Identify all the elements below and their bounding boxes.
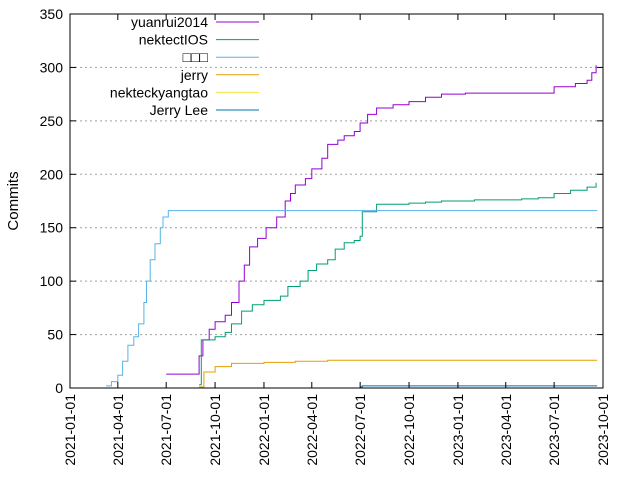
x-tick-label: 2023-04-01 (498, 394, 514, 466)
legend-label: □□□ (183, 49, 209, 65)
series-line-yuanrui2014 (166, 65, 597, 375)
y-tick-label: 100 (40, 273, 64, 289)
x-tick-label: 2023-01-01 (450, 394, 466, 466)
x-tick-label: 2021-04-01 (110, 394, 126, 466)
legend: yuanrui2014 nektectIOS□□□ jerrynekteckyang… (110, 14, 259, 118)
legend-label: jerry (180, 67, 208, 83)
y-tick-label: 0 (55, 380, 63, 396)
legend-label: yuanrui2014 (131, 14, 208, 30)
x-tick-label: 2023-10-01 (595, 394, 611, 466)
x-tick-label: 2021-10-01 (207, 394, 223, 466)
series-line-nektectios (199, 182, 597, 386)
axis-ticks: 0 50 100 150 200 250 300 350 2021-01-01 2021-04-0… (40, 6, 611, 466)
grid-lines (70, 66, 603, 336)
y-tick-label: 50 (47, 327, 63, 343)
x-tick-label: 2021-07-01 (158, 394, 174, 466)
y-tick-label: 350 (40, 6, 64, 22)
x-tick-label: 2023-07-01 (546, 394, 562, 466)
y-tick-label: 150 (40, 220, 64, 236)
x-tick-label: 2022-04-01 (304, 394, 320, 466)
series-line-jerry (199, 359, 598, 388)
y-tick-label: 300 (40, 59, 64, 75)
x-tick-label: 2022-10-01 (401, 394, 417, 466)
series-line-unnamed (106, 210, 598, 387)
legend-label: nekteckyangtao (110, 84, 208, 100)
x-tick-label: 2021-01-01 (62, 394, 78, 466)
y-tick-label: 200 (40, 166, 64, 182)
plot-frame (69, 13, 604, 389)
y-tick-label: 250 (40, 113, 64, 129)
legend-label: Jerry Lee (150, 102, 209, 118)
x-tick-label: 2022-07-01 (352, 394, 368, 466)
y-axis-label: Commits (5, 171, 22, 230)
legend-label: nektectIOS (139, 32, 208, 48)
series-line-jerry-lee (360, 385, 598, 388)
x-tick-label: 2022-01-01 (256, 394, 272, 466)
